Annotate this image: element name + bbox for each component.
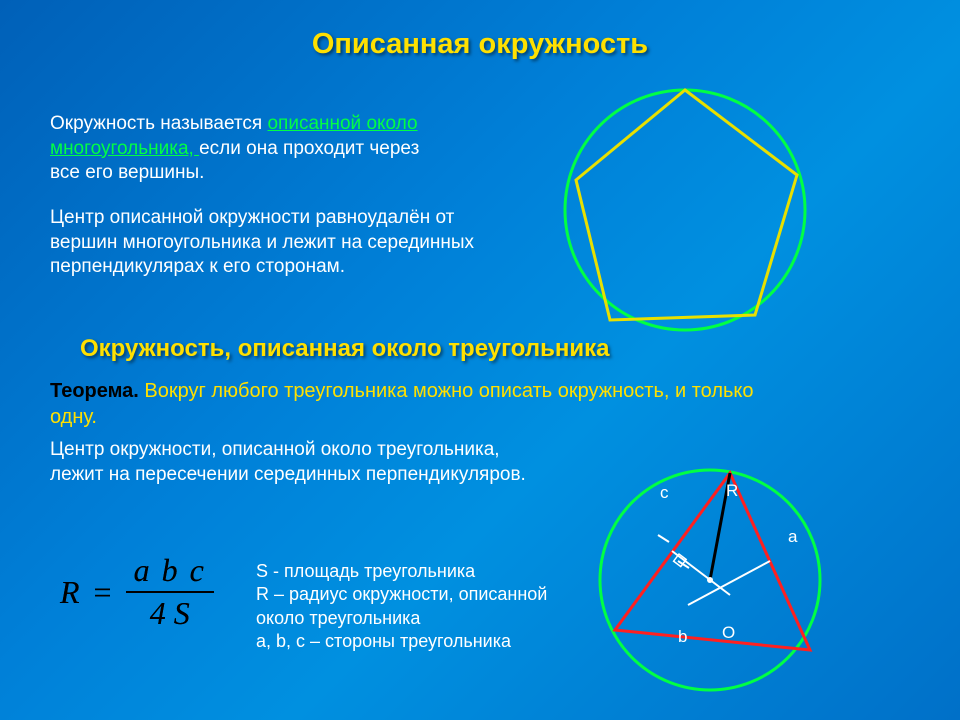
legend-s: S - площадь треугольника <box>256 560 586 583</box>
tick-1a <box>658 535 669 542</box>
formula-eq: = <box>94 574 112 611</box>
radius-formula: R = a b c 4 S <box>60 552 214 632</box>
formula-num: a b c <box>126 552 214 593</box>
theorem: Теорема. Вокруг любого треугольника можн… <box>50 378 770 430</box>
formula-fraction: a b c 4 S <box>126 552 214 632</box>
label-O: O <box>722 623 735 643</box>
definition-text: Окружность называется описанной около мн… <box>50 112 450 186</box>
formula-lhs: R <box>60 574 80 611</box>
perp-2 <box>688 561 770 605</box>
legend-abc: a, b, c – стороны треугольника <box>256 630 586 653</box>
circumscribed-circle-1 <box>565 90 805 330</box>
formula-den: 4 S <box>142 593 198 632</box>
theorem-label: Теорема. <box>50 380 144 402</box>
label-a: a <box>788 527 797 547</box>
triangle-svg <box>560 455 870 705</box>
page-title: Описанная окружность <box>0 0 960 61</box>
legend-r: R – радиус окружности, описанной около т… <box>256 583 586 630</box>
diagram-triangle: c R a b O <box>560 455 870 705</box>
center-note: Центр описанной окружности равноудалён о… <box>50 206 480 280</box>
center-point <box>707 577 713 583</box>
def-pre: Окружность называется <box>50 113 267 134</box>
pentagon <box>576 90 797 320</box>
label-R: R <box>726 481 738 501</box>
formula-legend: S - площадь треугольника R – радиус окру… <box>256 560 586 654</box>
perp-1 <box>672 551 730 595</box>
theorem-body: Вокруг любого треугольника можно описать… <box>50 380 754 428</box>
triangle-center-note: Центр окружности, описанной около треуго… <box>50 438 550 487</box>
label-c: c <box>660 483 669 503</box>
pentagon-svg <box>530 80 840 340</box>
label-b: b <box>678 627 687 647</box>
diagram-pentagon <box>530 80 840 340</box>
